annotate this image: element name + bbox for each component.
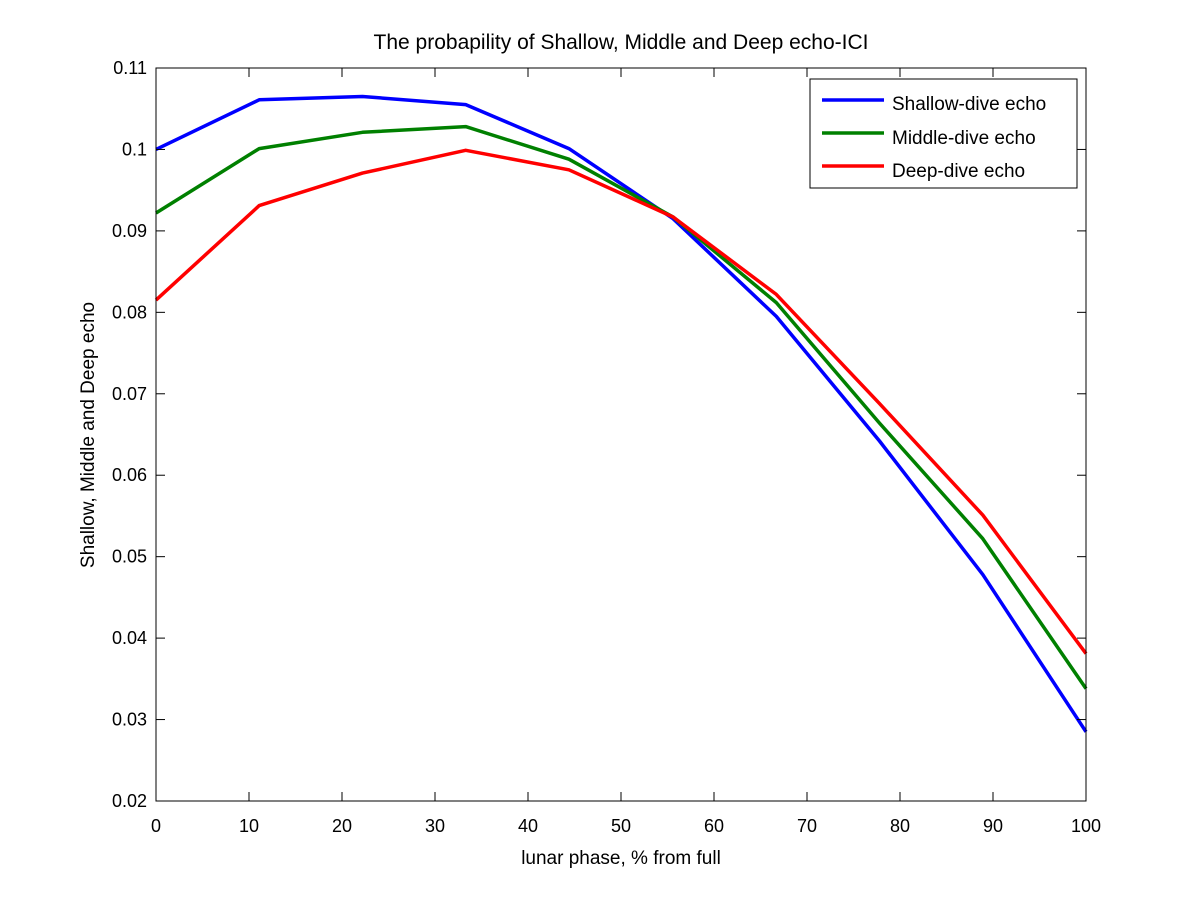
- y-tick-label-0.02: 0.02: [112, 791, 147, 811]
- series-line-deep-dive-echo: [154, 148, 1088, 655]
- x-axis-label: lunar phase, % from full: [521, 848, 721, 869]
- tick-label-layer: 0 10 20 30 40 50 60 70 80 90 100 0.02 0.03 0.04 0.05 0.…: [112, 58, 1101, 836]
- x-tick-label-0: 0: [151, 816, 161, 836]
- chart-title: The probapility of Shallow, Middle and D…: [374, 31, 869, 54]
- x-tick-label-10: 10: [239, 816, 259, 836]
- x-tick-label-20: 20: [332, 816, 352, 836]
- legend-label-middle-dive: Middle-dive echo: [892, 128, 1036, 149]
- x-tick-label-90: 90: [983, 816, 1003, 836]
- x-tick-label-100: 100: [1071, 816, 1101, 836]
- y-tick-label-0.05: 0.05: [112, 547, 147, 567]
- legend: Shallow-dive echo Middle-dive echo Deep-…: [809, 78, 1078, 189]
- y-tick-label-0.09: 0.09: [112, 221, 147, 241]
- y-tick-label-0.03: 0.03: [112, 710, 147, 730]
- x-tick-label-70: 70: [797, 816, 817, 836]
- x-tick-label-30: 30: [425, 816, 445, 836]
- y-tick-label-0.04: 0.04: [112, 628, 147, 648]
- y-tick-label-0.08: 0.08: [112, 302, 147, 322]
- x-tick-label-50: 50: [611, 816, 631, 836]
- series-line-shallow-dive-echo: [155, 94, 1088, 733]
- series-line-middle-dive-echo: [155, 124, 1088, 690]
- series-layer: [154, 94, 1088, 733]
- x-tick-label-40: 40: [518, 816, 538, 836]
- x-tick-label-60: 60: [704, 816, 724, 836]
- y-axis-label: Shallow, Middle and Deep echo: [78, 302, 99, 568]
- y-tick-label-0.11: 0.11: [113, 58, 147, 78]
- legend-label-shallow-dive: Shallow-dive echo: [892, 94, 1046, 115]
- y-tick-label-0.1: 0.1: [122, 139, 147, 159]
- y-tick-label-0.07: 0.07: [112, 384, 147, 404]
- legend-label-deep-dive: Deep-dive echo: [892, 161, 1025, 182]
- y-tick-label-0.06: 0.06: [112, 465, 147, 485]
- plot-area-frame: [155, 67, 1087, 802]
- x-tick-label-80: 80: [890, 816, 910, 836]
